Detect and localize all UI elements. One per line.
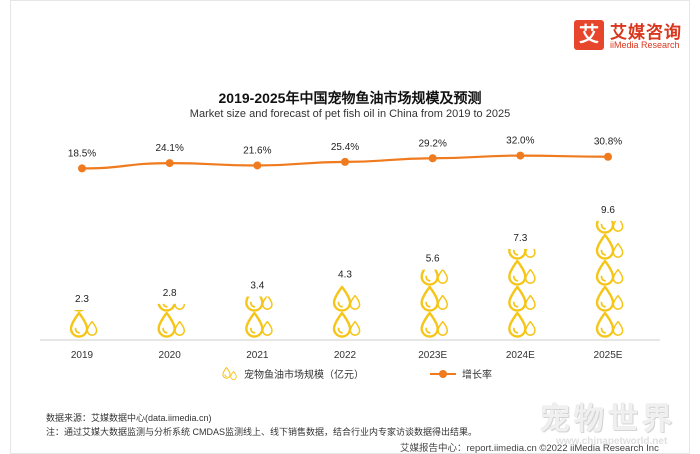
oil-drop-icon xyxy=(524,295,536,310)
chart-subtitle: Market size and forecast of pet fish oil… xyxy=(189,108,511,120)
oil-drop-icon xyxy=(437,295,449,310)
pictogram-bars xyxy=(69,183,624,338)
oil-drop-icon xyxy=(420,312,439,338)
oil-drop-icon xyxy=(261,296,273,310)
logo-en-text: iiMedia Research xyxy=(610,40,680,50)
iimedia-logo: 艾 艾媒咨询 iiMedia Research xyxy=(574,18,688,54)
growth-rate-point xyxy=(604,152,612,161)
growth-rate-label: 25.4% xyxy=(331,142,359,153)
oil-drop-icon xyxy=(350,244,359,258)
growth-rate-label: 30.8% xyxy=(594,137,622,148)
oil-drop-icon xyxy=(613,192,622,206)
oil-drop-icon xyxy=(524,269,536,284)
oil-drop-icon xyxy=(508,260,527,286)
growth-rate-point xyxy=(341,157,349,166)
oil-drop-icon xyxy=(420,286,439,312)
bar-2022 xyxy=(332,235,361,338)
x-tick-label: 2024E xyxy=(506,350,535,361)
oil-drop-icon xyxy=(595,312,615,338)
bar-2024E xyxy=(508,209,536,338)
chart-title: 2019-2025年中国宠物鱼油市场规模及预测 xyxy=(218,90,482,106)
growth-rate-label: 29.2% xyxy=(418,138,446,149)
growth-rate-line xyxy=(78,151,612,173)
oil-drop-icon xyxy=(595,260,615,286)
oil-drop-icon xyxy=(612,243,624,258)
oil-drop-icon xyxy=(87,270,96,284)
oil-drop-icon xyxy=(595,234,615,260)
watermark-text: 宠物世界 xyxy=(540,402,676,437)
oil-drop-icon xyxy=(595,286,615,312)
x-tick-label: 2020 xyxy=(159,350,182,361)
oil-drop-icon xyxy=(612,269,624,284)
oil-drop-icon xyxy=(508,312,527,338)
data-labels: 2.3 2.8 3.4 4.3 5.6 7.3 9.6 18.5% 24.1% 21.6% 25.4… xyxy=(68,136,622,305)
oil-drop-icon xyxy=(526,218,535,232)
oil-drop-icon xyxy=(509,209,525,233)
oil-drop-icon xyxy=(245,312,264,338)
logo-cn-text: 艾媒咨询 xyxy=(610,23,682,42)
growth-rate-point xyxy=(165,159,174,168)
bar-value-label: 9.6 xyxy=(601,205,615,216)
oil-drop-legend-icon xyxy=(222,366,237,380)
oil-drop-icon xyxy=(524,321,536,336)
bar-2021 xyxy=(245,296,273,338)
data-note: 注：通过艾媒大数据监测与分析系统 CMDAS监测线上、线下销售数据，结合行业内专… xyxy=(46,427,478,437)
x-tick-label: 2019 xyxy=(71,350,94,361)
oil-drop-icon xyxy=(349,295,361,310)
growth-rate-label: 32.0% xyxy=(506,136,534,147)
oil-drop-icon xyxy=(597,183,613,207)
growth-rate-point xyxy=(253,161,262,170)
oil-drop-icon xyxy=(332,312,352,338)
growth-rate-point xyxy=(78,164,86,173)
line-legend-icon xyxy=(430,369,456,378)
oil-drop-icon xyxy=(332,286,352,312)
oil-drop-icon xyxy=(334,235,350,259)
logo-mark-icon: 艾 xyxy=(574,20,604,50)
oil-drop-icon xyxy=(437,269,449,284)
legend-item-market-size: 宠物鱼油市场规模（亿元） xyxy=(222,366,364,381)
legend-item-growth-rate: 增长率 xyxy=(430,366,492,381)
oil-drop-icon xyxy=(159,261,175,285)
chart-frame xyxy=(10,0,690,454)
oil-drop-icon xyxy=(508,286,527,312)
bar-2023E xyxy=(420,269,449,338)
oil-drop-icon xyxy=(612,220,624,232)
footer-report-center: 艾媒报告中心：report.iimedia.cn ©2022 iiMedia R… xyxy=(400,443,659,454)
growth-rate-label: 21.6% xyxy=(243,145,271,156)
growth-rate-point xyxy=(516,151,525,160)
x-tick-label: 2025E xyxy=(594,350,623,361)
x-tick-label: 2022 xyxy=(334,350,357,361)
bar-value-label: 2.3 xyxy=(75,294,89,305)
bar-value-label: 4.3 xyxy=(338,270,352,281)
bar-value-label: 5.6 xyxy=(426,254,440,265)
oil-drop-icon xyxy=(437,321,449,336)
legend-label-growth-rate: 增长率 xyxy=(462,370,492,381)
oil-drop-icon xyxy=(261,321,273,336)
oil-drop-icon xyxy=(175,270,184,284)
growth-rate-label: 18.5% xyxy=(68,148,96,159)
oil-drop-icon xyxy=(69,312,89,338)
oil-drop-icon xyxy=(174,321,186,336)
chart-legend: 宠物鱼油市场规模（亿元） 增长率 xyxy=(0,366,700,382)
bar-value-label: 2.8 xyxy=(163,288,177,299)
oil-drop-icon xyxy=(71,261,87,285)
oil-drop-icon xyxy=(612,321,624,336)
bar-value-label: 7.3 xyxy=(513,233,527,244)
x-tick-labels: 2019 2020 2021 2022 2023E 2024E 2025E xyxy=(71,350,623,361)
oil-drop-icon xyxy=(612,295,624,310)
watermark-url: www.chinapetworld.net xyxy=(556,436,668,447)
oil-drop-icon xyxy=(349,321,361,336)
bar-value-label: 3.4 xyxy=(250,281,264,292)
growth-rate-point xyxy=(428,154,437,163)
legend-label-market-size: 宠物鱼油市场规模（亿元） xyxy=(244,370,364,381)
growth-rate-label: 24.1% xyxy=(155,143,183,154)
oil-drop-icon xyxy=(86,321,98,336)
data-source: 数据来源：艾媒数据中心(data.iimedia.cn) xyxy=(46,413,212,423)
x-tick-label: 2023E xyxy=(418,350,447,361)
oil-drop-icon xyxy=(157,312,176,338)
x-tick-label: 2021 xyxy=(246,350,269,361)
oil-drop-icon xyxy=(524,248,536,258)
